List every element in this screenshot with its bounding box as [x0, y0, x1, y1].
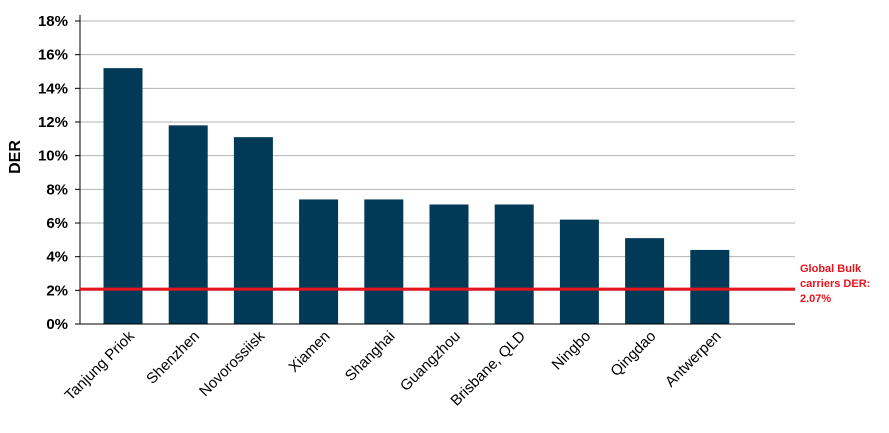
bar — [103, 68, 143, 324]
x-tick-label: Novorossiisk — [196, 327, 268, 399]
y-axis-label: DER — [7, 140, 24, 174]
bar — [625, 238, 665, 324]
reference-line-label-line: 2.07% — [800, 293, 831, 305]
bar — [690, 249, 730, 324]
y-tick-label: 6% — [46, 215, 68, 232]
bar — [233, 137, 273, 324]
x-tick-label: Ningbo — [549, 328, 595, 374]
y-tick-label: 14% — [38, 80, 68, 97]
y-tick-label: 12% — [38, 114, 68, 131]
y-tick-label: 10% — [38, 148, 68, 165]
bar — [299, 199, 339, 324]
bar — [494, 204, 534, 324]
x-tick-label: Xiamen — [285, 328, 333, 376]
y-tick-label: 4% — [46, 249, 68, 266]
x-tick-label: Shanghai — [342, 328, 399, 385]
x-tick-label: Guangzhou — [397, 328, 464, 395]
y-tick-label: 0% — [46, 316, 68, 333]
x-tick-label: Antwerpen — [662, 328, 725, 391]
reference-line-label-line: Global Bulk — [800, 263, 862, 275]
bar — [364, 199, 404, 324]
x-tick-label: Qingdao — [607, 328, 659, 380]
y-tick-label: 16% — [38, 47, 68, 64]
y-tick-label: 18% — [38, 13, 68, 30]
bar — [559, 219, 599, 324]
y-tick-label: 8% — [46, 181, 68, 198]
y-axis-ticks: 0% 2% 4% 6% 8% 10% 12% 14% 16% 18% — [38, 13, 80, 333]
x-tick-label: Shenzhen — [143, 328, 203, 388]
x-tick-label: Tanjung Priok — [62, 327, 139, 404]
reference-line-label-line: carriers DER: — [800, 278, 870, 290]
bars — [103, 68, 730, 324]
bar — [429, 204, 469, 324]
bar — [168, 125, 208, 324]
y-tick-label: 2% — [46, 282, 68, 299]
reference-line-label: Global Bulk carriers DER: 2.07% — [800, 263, 870, 305]
